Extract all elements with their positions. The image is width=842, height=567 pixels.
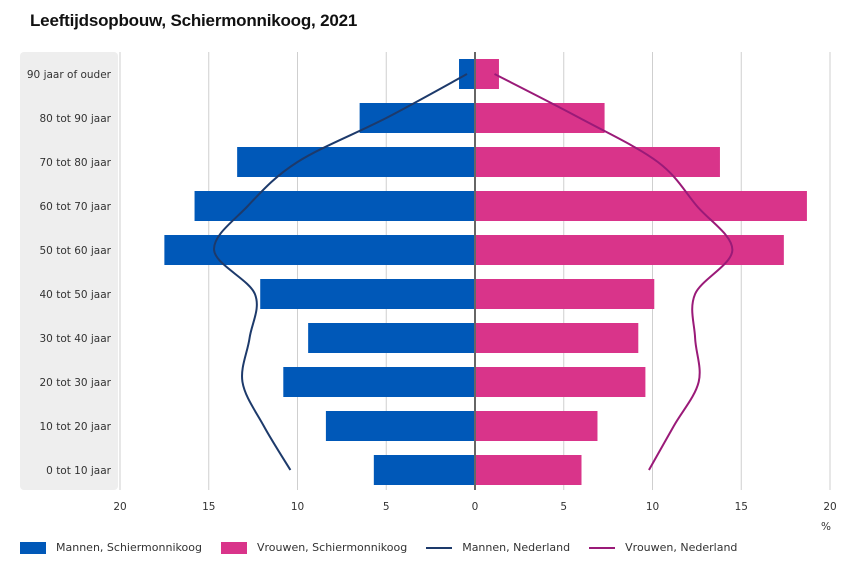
x-axis-unit-label: %	[821, 521, 831, 533]
category-label: 60 tot 70 jaar	[40, 201, 112, 213]
bar-mannen-5	[260, 279, 475, 309]
bar-mannen-1	[359, 103, 475, 133]
category-label: 80 tot 90 jaar	[40, 113, 112, 125]
bar-vrouwen-2	[475, 147, 720, 177]
bar-vrouwen-6	[475, 323, 639, 353]
bar-vrouwen-3	[475, 191, 807, 221]
legend-item-vrouwen-schiermonnikoog[interactable]: Vrouwen, Schiermonnikoog	[220, 541, 408, 554]
x-tick-label: 10	[646, 501, 659, 513]
legend-label: Vrouwen, Schiermonnikoog	[256, 541, 408, 554]
x-tick-label: 20	[113, 501, 126, 513]
x-tick-label: 15	[735, 501, 748, 513]
category-label: 40 tot 50 jaar	[40, 289, 112, 301]
bar-vrouwen-9	[475, 455, 582, 485]
legend-item-vrouwen-nederland[interactable]: Vrouwen, Nederland	[589, 541, 737, 554]
x-tick-label: 15	[202, 501, 215, 513]
bar-mannen-6	[308, 323, 475, 353]
x-tick-label: 20	[823, 501, 836, 513]
category-label: 0 tot 10 jaar	[46, 465, 111, 477]
bar-vrouwen-0	[475, 59, 499, 89]
category-label: 10 tot 20 jaar	[40, 421, 112, 433]
category-label: 20 tot 30 jaar	[40, 377, 112, 389]
category-label: 50 tot 60 jaar	[40, 245, 112, 257]
bar-mannen-2	[237, 147, 475, 177]
legend-label: Vrouwen, Nederland	[625, 541, 738, 554]
bar-vrouwen-7	[475, 367, 646, 397]
legend: Mannen, Schiermonnikoog Vrouwen, Schierm…	[20, 541, 756, 554]
bar-vrouwen-4	[475, 235, 784, 265]
legend-swatch	[20, 541, 46, 554]
x-tick-label: 10	[291, 501, 304, 513]
bar-mannen-9	[373, 455, 475, 485]
x-tick-label: 5	[383, 501, 390, 513]
bar-vrouwen-5	[475, 279, 655, 309]
legend-swatch	[220, 541, 247, 554]
legend-item-mannen-nederland[interactable]: Mannen, Nederland	[426, 541, 570, 554]
x-tick-label: 0	[472, 501, 479, 513]
legend-line	[426, 546, 453, 549]
bar-vrouwen-8	[475, 411, 598, 441]
line-vrouwen-nederland	[494, 73, 734, 471]
bar-mannen-7	[283, 367, 475, 397]
category-label: 30 tot 40 jaar	[40, 333, 112, 345]
legend-label: Mannen, Schiermonnikoog	[56, 541, 202, 554]
line-mannen-nederland	[213, 73, 468, 471]
category-label-panel	[20, 52, 118, 490]
category-label: 90 jaar of ouder	[27, 69, 112, 81]
bar-mannen-4	[164, 235, 475, 265]
chart-title: Leeftijdsopbouw, Schiermonnikoog, 2021	[30, 11, 358, 30]
legend-line	[589, 546, 616, 549]
legend-item-mannen-schiermonnikoog[interactable]: Mannen, Schiermonnikoog	[20, 541, 202, 554]
category-label: 70 tot 80 jaar	[40, 157, 112, 169]
bar-mannen-3	[194, 191, 476, 221]
legend-label: Mannen, Nederland	[462, 541, 571, 554]
bar-mannen-8	[325, 411, 475, 441]
bar-vrouwen-1	[475, 103, 605, 133]
x-tick-label: 5	[560, 501, 567, 513]
